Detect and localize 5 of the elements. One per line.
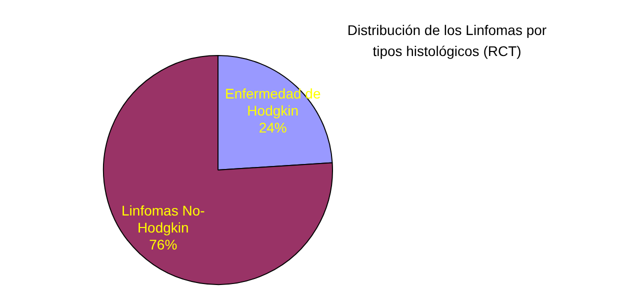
slice-label: Linfomas No-Hodgkin: [122, 202, 206, 236]
data-label: 76%: [149, 236, 178, 252]
slice-label: Enfermedad de Hodgkin: [225, 85, 321, 118]
data-label: 24%: [258, 119, 287, 136]
text: Distribución de los Linfomas por tipos histológicos (RCT): [346, 21, 548, 61]
